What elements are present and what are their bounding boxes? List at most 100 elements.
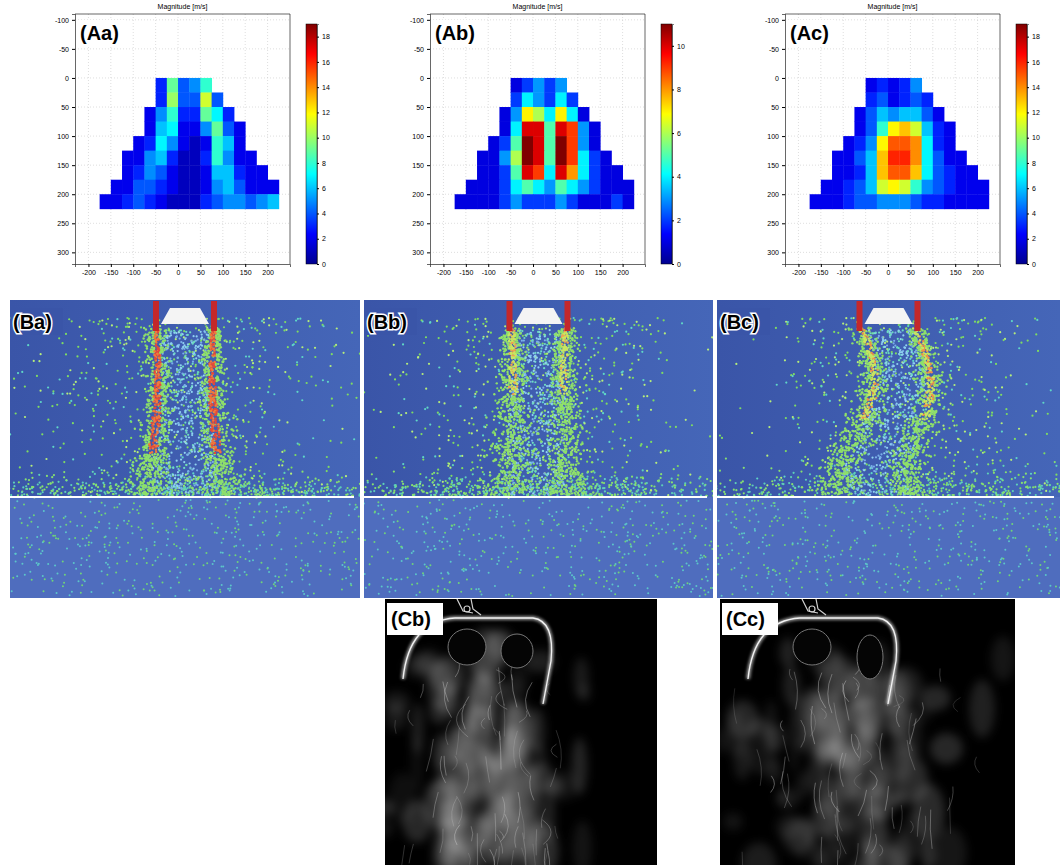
- heatmap-cell: [899, 122, 911, 137]
- particle: [326, 470, 328, 472]
- tick: -50: [59, 46, 75, 53]
- particle: [176, 327, 178, 329]
- particle: [102, 482, 104, 484]
- particle: [295, 341, 297, 343]
- particle: [92, 408, 94, 410]
- particle: [252, 341, 254, 343]
- particle: [135, 593, 137, 595]
- particle: [113, 432, 115, 434]
- heatmap-cell: [223, 136, 235, 151]
- particle: [105, 562, 107, 564]
- tick: -50: [861, 264, 871, 276]
- particle: [57, 481, 59, 483]
- particle: [173, 389, 175, 391]
- particle: [78, 580, 80, 582]
- particle: [335, 344, 337, 346]
- heatmap-cell: [966, 165, 978, 180]
- tick: 200: [767, 191, 785, 198]
- particle: [80, 512, 82, 514]
- particle: [228, 516, 230, 518]
- particle: [119, 489, 121, 491]
- particle: [341, 477, 343, 479]
- heatmap-cell: [611, 194, 623, 209]
- particle: [134, 351, 136, 353]
- heatmap-cell: [877, 180, 889, 195]
- heatmap-cell: [866, 194, 878, 209]
- particle: [234, 536, 236, 538]
- particle: [159, 575, 161, 577]
- tick-label: 100: [572, 269, 584, 276]
- heatmap-cell: [167, 151, 179, 166]
- particle: [185, 515, 187, 517]
- particle: [252, 559, 254, 561]
- particle: [116, 326, 118, 328]
- particle: [321, 524, 323, 526]
- particle: [262, 346, 264, 348]
- particle: [248, 550, 250, 552]
- particle: [152, 527, 154, 529]
- particle: [211, 523, 213, 525]
- heatmap-cell: [843, 136, 855, 151]
- heatmap-cell: [944, 122, 956, 137]
- tick: 0: [65, 75, 75, 82]
- particle: [126, 523, 128, 525]
- tick-label: 14: [1032, 84, 1040, 91]
- heatmap-cell: [544, 122, 556, 137]
- tick-label: 200: [767, 191, 779, 198]
- particle: [350, 575, 352, 577]
- particle: [116, 506, 118, 508]
- particle: [112, 407, 114, 409]
- particle: [206, 562, 208, 564]
- heatmap-cell: [854, 151, 866, 166]
- particle: [301, 471, 303, 473]
- particle: [230, 584, 232, 586]
- tick-label: 10: [1032, 134, 1040, 141]
- particle: [65, 531, 67, 533]
- particle: [230, 386, 232, 388]
- particle: [238, 460, 240, 462]
- heatmap-cell: [899, 165, 911, 180]
- particle: [283, 472, 285, 474]
- particle: [295, 511, 297, 513]
- heatmap-cell: [511, 136, 523, 151]
- particle: [119, 589, 121, 591]
- particle: [21, 371, 23, 373]
- heatmap-cell: [600, 194, 612, 209]
- heatmap-cell: [600, 180, 612, 195]
- heatmap-cell: [477, 165, 489, 180]
- particle: [278, 531, 280, 533]
- particle: [237, 372, 239, 374]
- particle: [309, 325, 311, 327]
- particle: [184, 502, 186, 504]
- tick-label: 0: [532, 269, 536, 276]
- tick-label: -50: [861, 269, 871, 276]
- particle: [250, 466, 252, 468]
- particle: [326, 532, 328, 534]
- heatmap-cell: [511, 194, 523, 209]
- heatmap-cell: [212, 180, 224, 195]
- particle: [249, 524, 251, 526]
- tick-label: 4: [322, 210, 326, 217]
- particle: [119, 342, 121, 344]
- axis-line: [786, 265, 1001, 268]
- axis-line: [72, 15, 76, 265]
- particle: [1, 438, 3, 440]
- particle: [37, 483, 39, 485]
- tick: 14: [1027, 84, 1040, 91]
- particle: [81, 372, 83, 374]
- particle: [30, 521, 32, 523]
- particle: [139, 505, 141, 507]
- axis-line: [1028, 25, 1030, 265]
- particle: [220, 552, 222, 554]
- heatmap-cell: [234, 122, 246, 137]
- particle: [81, 557, 83, 559]
- particle: [185, 473, 187, 475]
- particle: [281, 586, 283, 588]
- particle: [146, 562, 148, 564]
- tick: 150: [412, 162, 430, 169]
- heatmap-cell: [910, 151, 922, 166]
- heatmap-cell: [499, 151, 511, 166]
- heatmap-cell: [234, 151, 246, 166]
- heatmap-cell: [578, 136, 590, 151]
- particle: [89, 476, 91, 478]
